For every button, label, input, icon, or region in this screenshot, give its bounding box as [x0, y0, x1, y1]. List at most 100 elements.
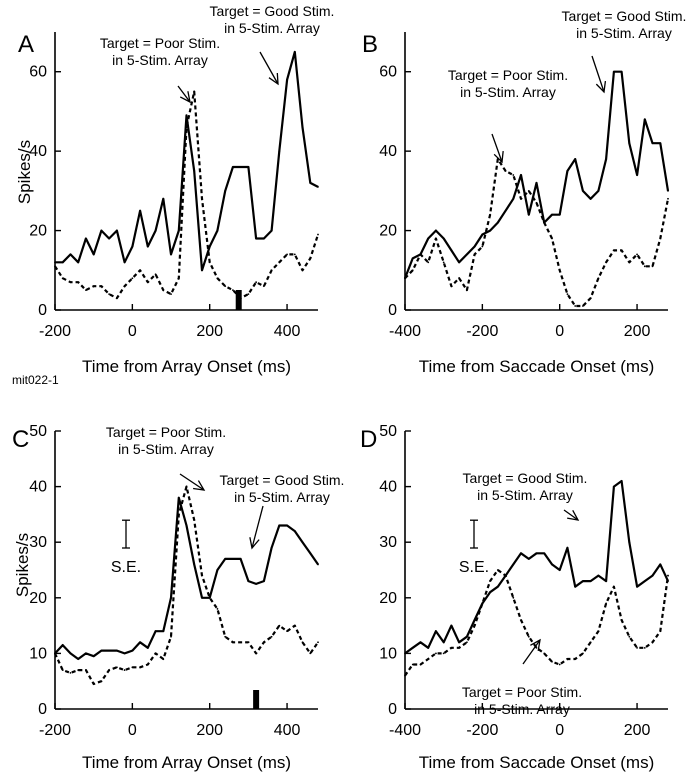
series-poor-stim-point	[643, 265, 646, 268]
panel-c: C 0 10 20 30 40 50 -200 0 200 400 Time from Array O…	[12, 423, 344, 772]
x-tick-label: 400	[274, 323, 301, 340]
series-poor-stim-point	[131, 277, 134, 280]
series-poor-stim-point	[659, 630, 662, 633]
series-good-stim-point	[61, 261, 64, 264]
panel-label: B	[362, 31, 378, 58]
series-poor-stim-point	[77, 669, 80, 671]
annotation-line: in 5-Stim. Array	[576, 25, 672, 41]
series-good-stim-point	[255, 237, 258, 240]
series-poor-stim-point	[170, 635, 172, 638]
series-poor-stim-point	[224, 635, 227, 638]
se-label: S.E.	[459, 559, 489, 576]
series-good-stim-point	[270, 229, 273, 232]
series-good-stim-point	[301, 541, 304, 544]
series-poor-stim-point	[404, 674, 406, 677]
series-good-stim-point	[262, 237, 265, 240]
series-poor-stim-point	[558, 269, 561, 272]
series-poor-stim-line	[404, 568, 670, 677]
annotation-arrow	[251, 505, 264, 549]
series-good-stim-line	[403, 70, 670, 279]
series-poor-stim-point	[255, 652, 258, 655]
x-tick-label: 0	[128, 722, 137, 739]
series-poor-stim-point	[427, 658, 430, 660]
y-tick-label: 10	[379, 645, 397, 662]
series-poor-stim-point	[628, 635, 631, 638]
series-good-stim-point	[481, 233, 484, 236]
annotation-line: in 5-Stim. Array	[234, 489, 330, 505]
series-poor-stim-point	[61, 669, 64, 671]
annotation-arrow	[177, 85, 191, 103]
series-poor-stim-point	[92, 285, 95, 288]
series-poor-stim-point	[419, 253, 422, 256]
y-axis-label: Spikes/s	[13, 533, 32, 597]
series-good-stim-point	[162, 197, 165, 200]
series-poor-stim-point	[543, 652, 546, 655]
series-poor-stim-point	[54, 652, 56, 655]
x-tick-label: 400	[274, 722, 301, 739]
series-good-stim-point	[208, 245, 211, 248]
series-good-stim-point	[527, 557, 530, 560]
series-good-stim-point	[643, 118, 646, 121]
series-good-stim-point	[512, 563, 515, 566]
series-good-stim-point	[636, 585, 638, 588]
series-good-stim-point	[566, 170, 569, 172]
series-poor-stim-point	[201, 197, 203, 200]
series-poor-stim-point	[481, 245, 484, 248]
series-poor-stim-point	[620, 619, 623, 621]
series-poor-stim-point	[465, 289, 468, 292]
series-poor-stim-point	[605, 261, 608, 264]
panel-b: B 0 20 40 60 -400 -200 0 200 Time from Saccade On…	[362, 8, 686, 376]
series-poor-stim-point	[270, 269, 273, 272]
series-poor-stim-point	[574, 305, 577, 307]
series-poor-stim-point	[512, 174, 515, 176]
series-good-stim-point	[473, 619, 476, 621]
series-poor-stim-point	[123, 669, 126, 671]
series-good-stim-point	[108, 649, 111, 652]
series-good-stim-point	[317, 563, 319, 566]
x-tick-label: -200	[39, 323, 71, 340]
series-poor-stim-point	[535, 646, 538, 649]
series-poor-stim-point	[108, 669, 111, 671]
series-poor-stim-point	[216, 608, 219, 610]
series-poor-stim-point	[450, 646, 453, 649]
x-tick-label: -400	[389, 722, 421, 739]
y-tick-label: 20	[29, 590, 47, 607]
series-poor-stim-point	[162, 289, 165, 292]
series-poor-stim-point	[419, 663, 422, 666]
series-good-stim-point	[85, 237, 87, 240]
annotation-arrowhead	[567, 510, 580, 521]
series-good-stim-point	[605, 158, 608, 160]
annotation-line: in 5-Stim. Array	[460, 84, 556, 100]
series-good-stim-point	[458, 261, 461, 264]
series-good-stim-point	[442, 237, 445, 240]
series-good-stim-point	[450, 249, 453, 252]
series-good-stim-point	[643, 580, 646, 583]
series-good-stim-point	[427, 237, 430, 240]
y-tick-label: 40	[29, 479, 47, 496]
series-good-stim-point	[628, 541, 631, 544]
series-poor-stim-point	[61, 277, 64, 280]
series-poor-stim-point	[232, 641, 234, 644]
series-poor-stim-point	[435, 237, 437, 240]
series-good-stim-point	[558, 213, 561, 216]
series-poor-stim-point	[411, 269, 414, 272]
series-good-stim-point	[77, 261, 80, 264]
y-tick-label: 40	[379, 143, 397, 160]
x-axis-label: Time from Saccade Onset (ms)	[419, 753, 655, 772]
annotation-arrow	[563, 509, 579, 521]
series-poor-stim-point	[582, 305, 584, 307]
series-good-stim-point	[659, 142, 662, 145]
series-poor-stim-point	[262, 641, 265, 644]
series-good-stim-point	[582, 580, 584, 583]
series-poor-stim-point	[309, 257, 312, 260]
se-label: S.E.	[111, 559, 141, 576]
series-good-stim-point	[520, 552, 522, 555]
series-poor-stim-point	[597, 277, 600, 280]
annotation-arrow	[179, 473, 205, 491]
annotation-arrowhead	[193, 480, 206, 491]
series-good-stim-point	[201, 596, 203, 599]
annotation-line: Target = Good Stim.	[210, 3, 335, 19]
series-poor-stim-point	[504, 574, 507, 577]
y-tick-label: 0	[388, 302, 397, 319]
series-good-stim-point	[612, 485, 615, 488]
